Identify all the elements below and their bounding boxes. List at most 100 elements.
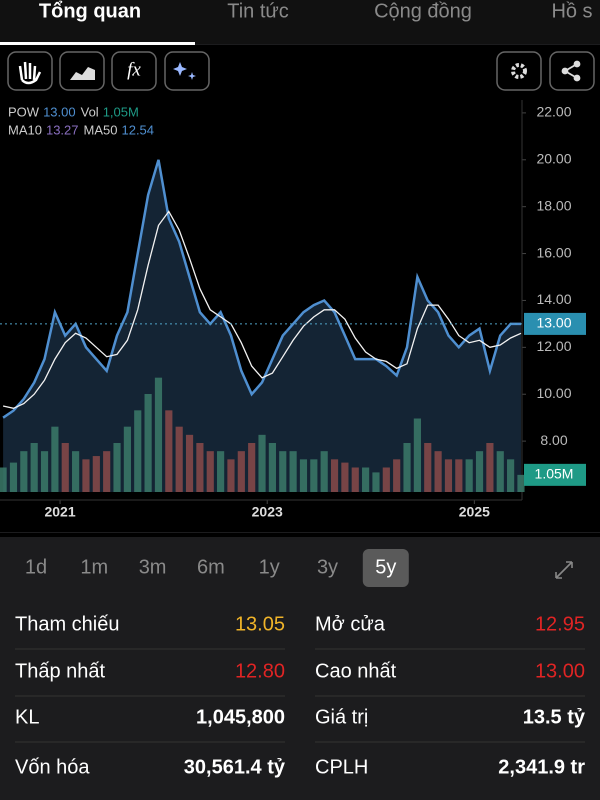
period-button[interactable]: 1y	[259, 556, 280, 578]
stat-value: 13.00	[535, 660, 585, 682]
volume-bar	[113, 443, 121, 492]
y-tick-label: 22.00	[536, 104, 571, 120]
volume-bar	[217, 451, 225, 492]
volume-bar	[92, 456, 100, 492]
volume-bar	[362, 467, 370, 492]
last-volume-label: 1.05M	[535, 466, 574, 482]
stat-value: 2,341.9 tr	[498, 756, 585, 778]
volume-bar	[299, 459, 308, 492]
period-button[interactable]: 1d	[25, 556, 47, 578]
share-button[interactable]	[549, 51, 595, 91]
stat-value: 13.05	[235, 613, 285, 635]
stat-label: Giá trị	[315, 706, 368, 728]
ma-line	[2, 210, 522, 409]
volume-bar	[486, 443, 494, 492]
y-tick-label: 10.00	[536, 385, 571, 401]
tab[interactable]: Tổng quan	[39, 0, 141, 22]
volume-bar	[393, 459, 401, 492]
volume-bar	[320, 451, 328, 492]
period-button[interactable]: 5y	[375, 556, 396, 578]
volume-bar	[310, 459, 318, 492]
stat-value: 12.95	[535, 613, 585, 635]
tab[interactable]: Tin tức	[227, 0, 289, 22]
y-tick-label: 18.00	[536, 197, 571, 213]
x-tick-label: 2023	[252, 504, 283, 520]
indicator-button[interactable]	[111, 51, 157, 91]
stat-label: Cao nhất	[315, 660, 397, 682]
tab[interactable]: Cộng đồng	[374, 0, 472, 22]
volume-bar	[206, 451, 214, 492]
hand-button[interactable]	[7, 51, 53, 91]
period-button[interactable]: 3m	[139, 556, 167, 578]
stat-label: Thấp nhất	[15, 660, 106, 682]
legend-label: MA50	[84, 122, 118, 137]
volume-bar	[382, 467, 390, 492]
legend-label: MA10	[8, 122, 42, 137]
volume-bar	[496, 451, 504, 492]
legend-value: 13.00	[43, 104, 76, 119]
volume-bar	[82, 459, 90, 492]
volume-bar	[434, 451, 442, 492]
expand-icon[interactable]	[555, 561, 573, 579]
volume-bar	[279, 451, 287, 492]
volume-bar	[196, 443, 204, 492]
area-icon	[70, 67, 95, 80]
y-tick-label: 14.00	[536, 291, 571, 307]
volume-bar	[444, 459, 453, 492]
volume-bar	[9, 462, 18, 492]
volume-bar	[227, 459, 235, 492]
stat-label: Mở cửa	[315, 613, 386, 635]
legend-value: 1,05M	[103, 104, 139, 119]
legend-label: POW	[8, 104, 40, 119]
chart-panel	[0, 45, 600, 532]
settings-button[interactable]	[496, 51, 542, 91]
volume-bar	[134, 410, 142, 492]
price-chart: 8.00 10.00 12.00 14.00 16.00 18.00 20.00 22.00 2…	[0, 100, 586, 520]
volume-bar	[507, 459, 515, 492]
stat-label: Vốn hóa	[15, 756, 90, 778]
volume-bar	[455, 459, 463, 492]
stat-label: KL	[15, 706, 39, 728]
volume-bar	[51, 426, 59, 492]
period-button[interactable]: 1m	[80, 556, 108, 578]
volume-bar	[237, 451, 245, 492]
volume-bar	[72, 451, 80, 492]
ai-button[interactable]	[164, 51, 210, 91]
sparkle-icon	[173, 62, 196, 80]
legend-value: 13.27	[46, 122, 79, 137]
volume-bar	[517, 474, 525, 492]
tab-bar	[0, 0, 600, 44]
active-tab-indicator	[0, 42, 195, 45]
volume-bar	[165, 410, 173, 492]
volume-bar	[268, 443, 276, 492]
x-tick-label: 2021	[44, 504, 75, 520]
stat-label: CPLH	[315, 756, 368, 778]
volume-bar	[185, 434, 194, 492]
volume-bar	[258, 434, 266, 492]
gear-hole	[516, 68, 522, 74]
volume-bar	[40, 451, 49, 492]
hand-icon	[18, 61, 42, 85]
tab[interactable]: Hồ s	[551, 0, 592, 22]
volume-bar	[330, 459, 339, 492]
volume-bar	[403, 443, 411, 492]
stat-value: 1,045,800	[196, 706, 285, 728]
price-area	[3, 159, 522, 493]
legend-value: 12.54	[121, 122, 154, 137]
stat-label: Tham chiếu	[15, 613, 120, 635]
volume-bar	[123, 426, 131, 492]
period-button[interactable]: 3y	[317, 556, 338, 578]
volume-bar	[61, 443, 69, 492]
volume-bar	[103, 451, 111, 492]
chart-type-button[interactable]	[59, 51, 105, 91]
y-tick-label: 8.00	[540, 432, 567, 448]
volume-bar	[372, 472, 380, 492]
stat-value: 13.5 tỷ	[523, 706, 586, 728]
volume-bar	[351, 467, 359, 492]
y-tick-label: 20.00	[536, 150, 571, 166]
period-button[interactable]: 6m	[197, 556, 225, 578]
period-highlight	[362, 549, 409, 587]
